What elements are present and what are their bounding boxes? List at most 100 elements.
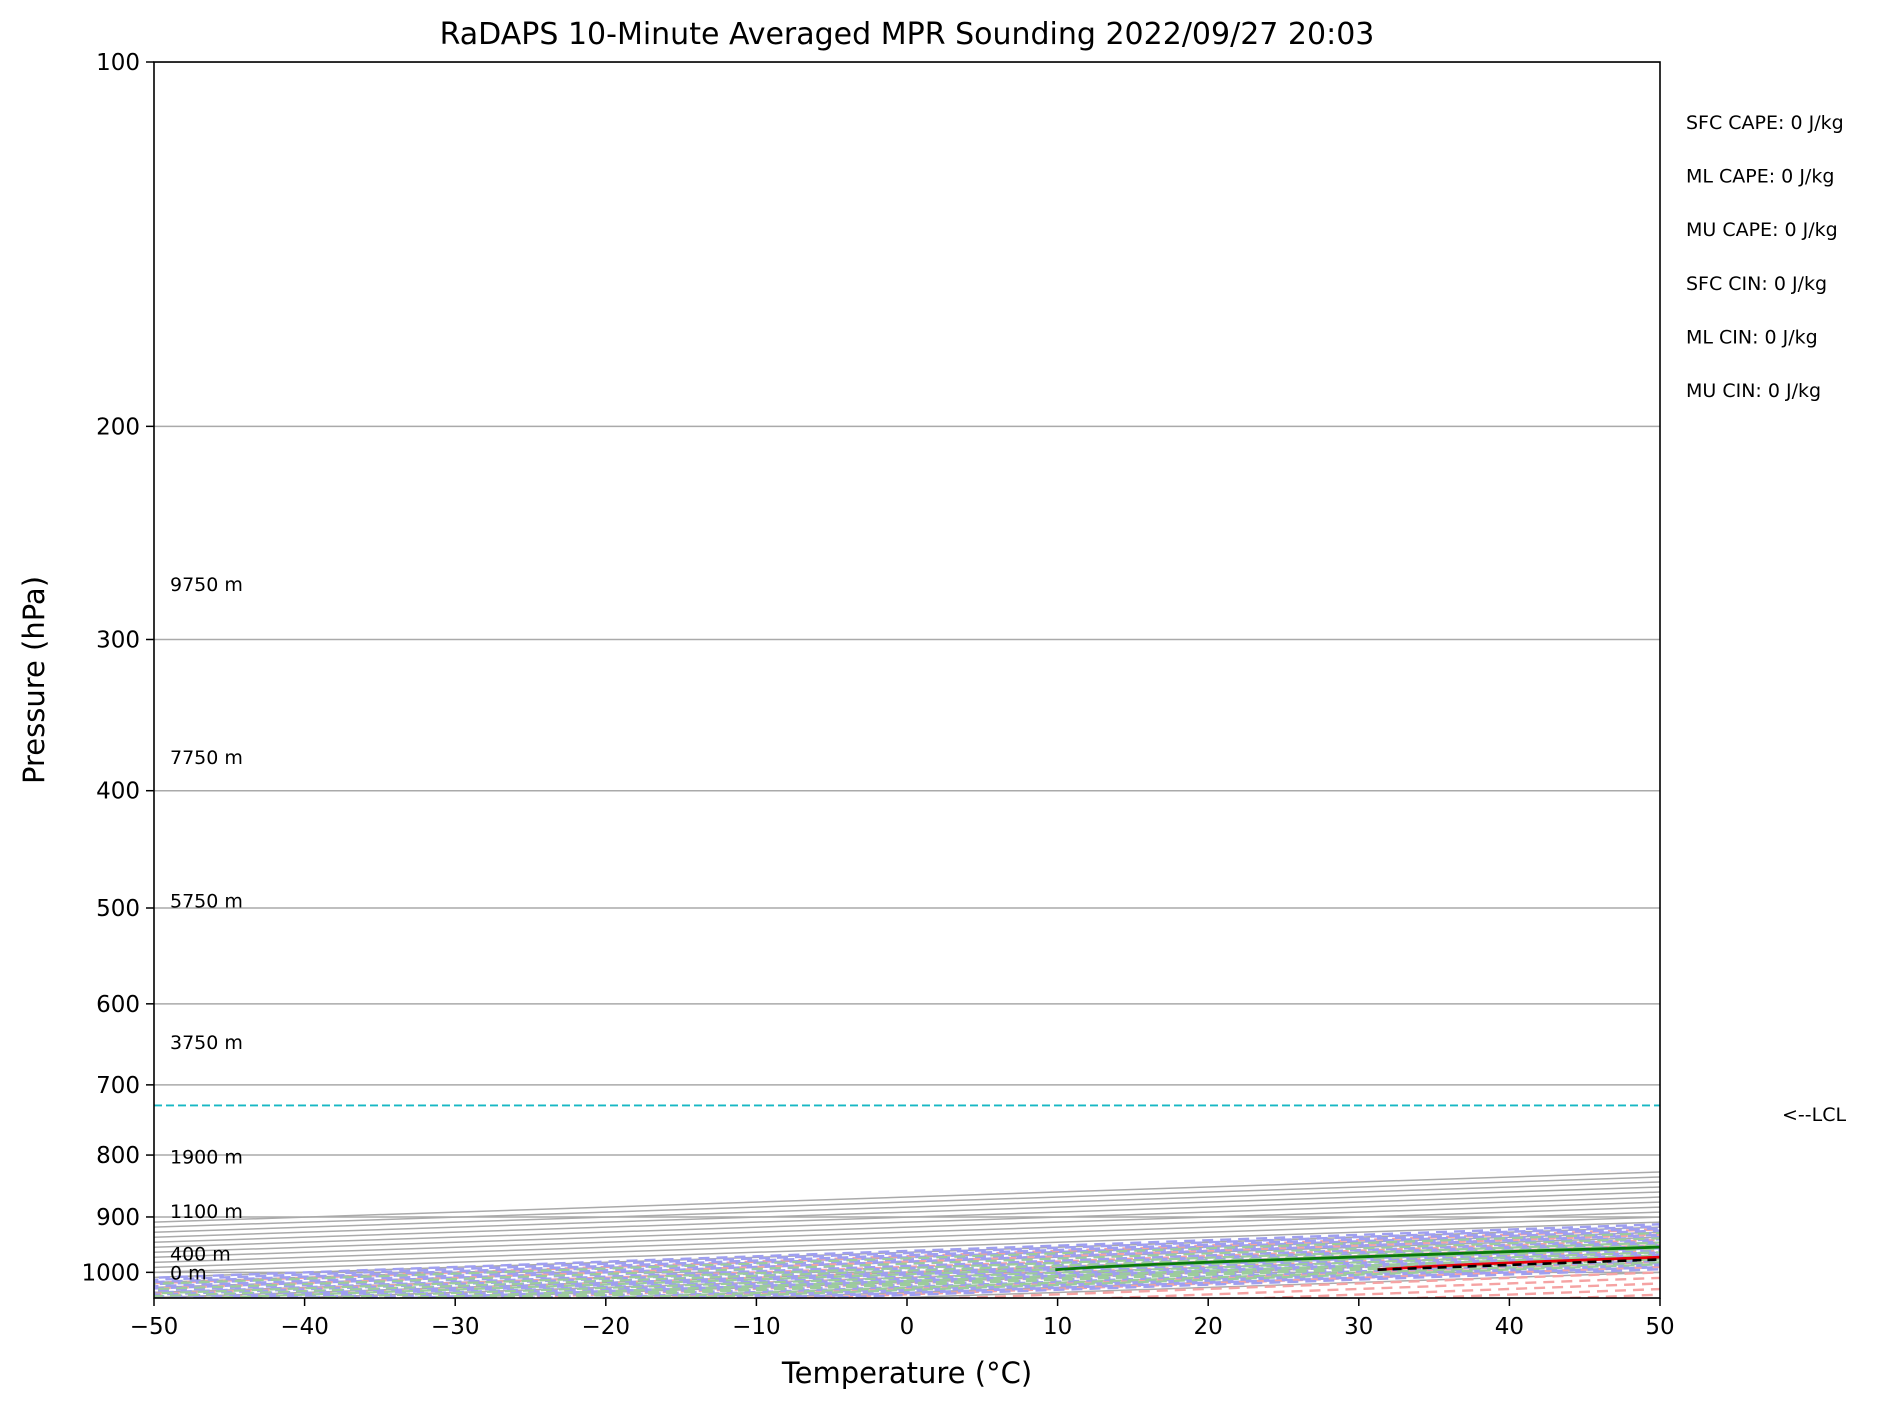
moist-adiabat bbox=[154, 1223, 1660, 1279]
lcl-label: <--LCL bbox=[1782, 1104, 1846, 1126]
y-tick-label: 1000 bbox=[81, 1260, 140, 1286]
x-tick-label: −50 bbox=[130, 1314, 179, 1340]
chart-title: RaDAPS 10-Minute Averaged MPR Sounding 2… bbox=[440, 17, 1375, 52]
dry-adiabat bbox=[154, 1238, 1660, 1296]
moist-adiabat bbox=[523, 1257, 1660, 1298]
moist-adiabat bbox=[233, 1246, 1660, 1298]
isotherm--30 bbox=[154, 1231, 1660, 1284]
isotherm-20 bbox=[438, 1256, 1660, 1298]
index-text: SFC CAPE: 0 J/kg bbox=[1686, 112, 1844, 134]
moist-adiabat bbox=[582, 1259, 1660, 1298]
isotherm--90 bbox=[154, 1201, 1660, 1254]
mixing-ratio-line bbox=[154, 1231, 1660, 1285]
background-lines bbox=[154, 62, 1882, 1298]
height-label: 1900 m bbox=[170, 1146, 243, 1168]
dry-adiabat bbox=[653, 1260, 1660, 1298]
isotherm--40 bbox=[154, 1226, 1660, 1279]
dry-adiabat bbox=[1111, 1276, 1660, 1298]
index-text: MU CIN: 0 J/kg bbox=[1686, 380, 1821, 402]
x-tick-label: 0 bbox=[900, 1314, 915, 1340]
isotherm--120 bbox=[154, 1186, 1660, 1238]
isotherm--60 bbox=[154, 1216, 1660, 1269]
index-text: SFC CIN: 0 J/kg bbox=[1686, 273, 1827, 295]
mixing-ratio-line bbox=[154, 1237, 1660, 1291]
dry-adiabat bbox=[1875, 62, 1882, 1298]
height-label: 9750 m bbox=[170, 574, 243, 596]
dry-adiabat bbox=[958, 1271, 1660, 1298]
moist-adiabat bbox=[465, 1255, 1660, 1298]
isotherm--130 bbox=[154, 1181, 1660, 1233]
y-tick-label: 300 bbox=[96, 627, 140, 653]
stability-indices: SFC CAPE: 0 J/kg ML CAPE: 0 J/kg MU CAPE: … bbox=[1686, 112, 1844, 402]
moist-adiabat bbox=[700, 1263, 1660, 1298]
x-tick-label: 30 bbox=[1344, 1314, 1373, 1340]
height-label: 0 m bbox=[170, 1262, 207, 1284]
x-tick-label: 40 bbox=[1495, 1314, 1524, 1340]
plot-frame bbox=[153, 61, 1661, 1299]
moist-adiabat bbox=[641, 1261, 1660, 1298]
moist-adiabat bbox=[760, 1266, 1660, 1298]
isotherm-50 bbox=[890, 1271, 1660, 1298]
moist-adiabat bbox=[175, 1244, 1660, 1298]
moist-adiabat bbox=[290, 1249, 1660, 1298]
x-tick-label: −30 bbox=[431, 1314, 480, 1340]
series-layer bbox=[154, 1104, 1660, 1272]
isotherm--50 bbox=[154, 1221, 1660, 1274]
dry-adiabat bbox=[195, 1244, 1660, 1298]
isotherm-30 bbox=[589, 1261, 1660, 1298]
moist-adiabat bbox=[154, 1227, 1660, 1284]
isotherm--70 bbox=[154, 1211, 1660, 1264]
temperature-line bbox=[1377, 1255, 1660, 1272]
y-tick-label: 800 bbox=[96, 1143, 140, 1169]
moist-adiabat bbox=[154, 1242, 1660, 1298]
mixing-ratio-line bbox=[204, 1247, 1660, 1298]
dewpoint-line bbox=[1055, 1245, 1660, 1272]
mixing-ratio-line bbox=[154, 1241, 1660, 1295]
height-label: 1100 m bbox=[170, 1201, 243, 1223]
y-tick-label: 700 bbox=[96, 1073, 140, 1099]
moist-adiabat bbox=[154, 1231, 1660, 1288]
height-label: 3750 m bbox=[170, 1032, 243, 1054]
moist-adiabat bbox=[819, 1268, 1660, 1298]
x-tick-label: −20 bbox=[582, 1314, 631, 1340]
height-labels: 9750 m 7750 m 5750 m 3750 m 1900 m 1100 m 400 … bbox=[170, 574, 243, 1284]
isotherm-40 bbox=[739, 1266, 1660, 1298]
y-tick-label: 200 bbox=[96, 414, 140, 440]
isotherm--20 bbox=[154, 1236, 1660, 1289]
x-tick-label: 10 bbox=[1043, 1314, 1072, 1340]
height-label: 5750 m bbox=[170, 891, 243, 913]
y-axis-label: Pressure (hPa) bbox=[17, 576, 51, 784]
isotherm--110 bbox=[154, 1191, 1660, 1243]
isotherm-0 bbox=[154, 1246, 1660, 1298]
moist-adiabat bbox=[154, 1229, 1660, 1286]
moist-adiabat bbox=[154, 1225, 1660, 1282]
moist-adiabat bbox=[154, 1238, 1660, 1294]
height-label: 7750 m bbox=[170, 747, 243, 769]
isotherm--140 bbox=[154, 1176, 1660, 1228]
height-label: 400 m bbox=[170, 1244, 231, 1266]
isotherm-10 bbox=[288, 1251, 1660, 1298]
x-axis-label: Temperature (°C) bbox=[781, 1356, 1032, 1390]
dry-adiabat bbox=[806, 1265, 1660, 1298]
index-text: MU CAPE: 0 J/kg bbox=[1686, 219, 1838, 241]
index-text: ML CIN: 0 J/kg bbox=[1686, 326, 1818, 348]
x-tick-label: −40 bbox=[280, 1314, 329, 1340]
y-tick-label: 500 bbox=[96, 896, 140, 922]
moist-adiabat bbox=[154, 1235, 1660, 1292]
index-text: ML CAPE: 0 J/kg bbox=[1686, 166, 1834, 188]
moist-adiabat bbox=[154, 1240, 1660, 1296]
y-tick-label: 400 bbox=[96, 779, 140, 805]
isotherm--150 bbox=[154, 1171, 1660, 1223]
y-tick-label: 900 bbox=[96, 1205, 140, 1231]
moist-adiabat bbox=[154, 1233, 1660, 1290]
isotherm--80 bbox=[154, 1206, 1660, 1259]
moist-adiabat bbox=[348, 1251, 1660, 1298]
x-tick-label: 50 bbox=[1645, 1314, 1674, 1340]
dry-adiabat bbox=[500, 1254, 1660, 1298]
parcel-line bbox=[1377, 1258, 1660, 1271]
dry-adiabat bbox=[348, 1249, 1660, 1298]
y-tick-label: 600 bbox=[96, 992, 140, 1018]
mixing-ratio-line bbox=[154, 1244, 1660, 1298]
dry-adiabat bbox=[154, 1228, 1660, 1285]
